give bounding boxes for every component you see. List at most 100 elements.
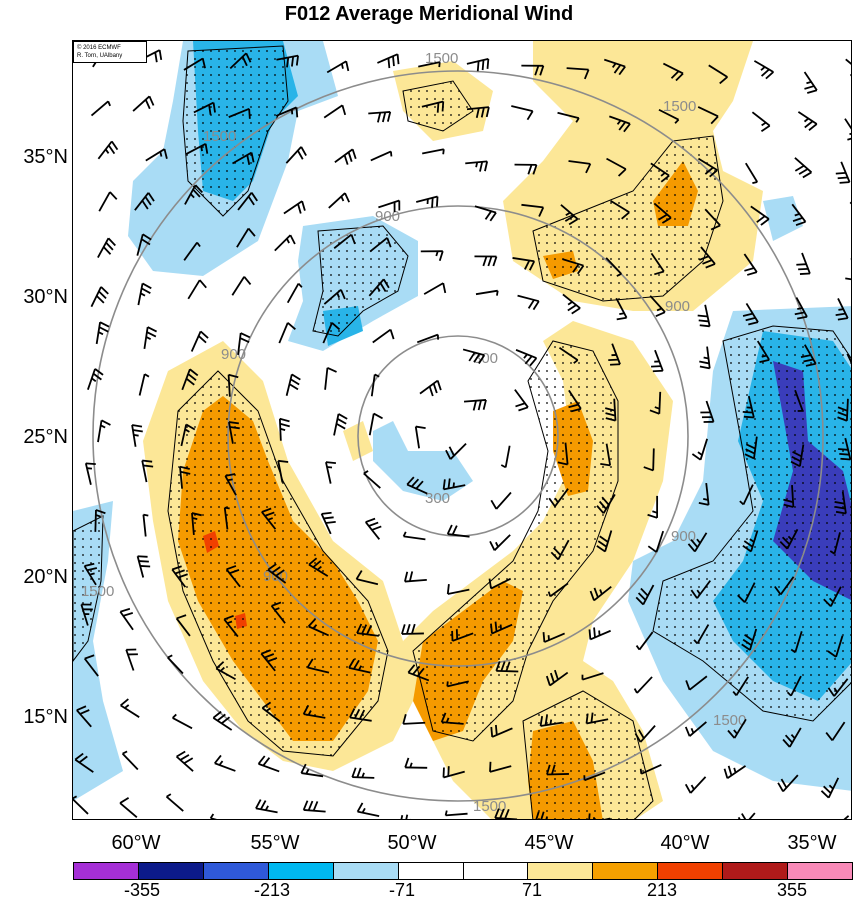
wind-barb-feather: [339, 414, 348, 419]
wind-barb-feather: [698, 452, 702, 455]
wind-barb-feather: [108, 101, 110, 106]
wind-barb-feather: [686, 727, 690, 736]
wind-barb-feather: [490, 762, 491, 772]
wind-barb-feather: [155, 52, 157, 62]
wind-barb-shaft: [798, 112, 816, 124]
wind-barb-feather: [744, 268, 754, 271]
wind-barb-feather: [92, 378, 96, 381]
wind-barb-feather: [215, 755, 221, 763]
colorbar-segment: [334, 863, 399, 879]
colorbar-segment: [528, 863, 593, 879]
wind-barb-feather: [134, 435, 139, 436]
wind-barb-feather: [102, 420, 111, 425]
wind-barb-feather: [704, 358, 709, 359]
wind-barb-feather: [496, 542, 498, 546]
wind-barb-feather: [838, 309, 843, 310]
wind-barb-shaft: [752, 112, 769, 126]
wind-barb-feather: [298, 204, 301, 214]
wind-barb-feather: [296, 107, 297, 117]
wind-barb-feather: [483, 256, 486, 265]
wind-barb-feather: [587, 714, 588, 724]
wind-barb-shaft: [547, 774, 569, 775]
wind-barb-feather: [490, 213, 496, 221]
wind-barb-feather: [372, 526, 381, 529]
wind-barb-feather: [160, 50, 162, 60]
wind-barb-feather: [432, 198, 433, 208]
wind-barb-shaft: [637, 677, 652, 693]
wind-barb-feather: [200, 280, 207, 288]
wind-barb-feather: [145, 374, 149, 377]
wind-barb-feather: [358, 803, 363, 812]
wind-barb-feather: [146, 100, 150, 109]
wind-barb-feather: [700, 366, 710, 368]
wind-barb-shaft: [140, 374, 145, 395]
wind-barb-shaft: [422, 149, 444, 153]
wind-barb-feather: [438, 381, 441, 390]
wind-barb-feather: [352, 768, 355, 777]
wind-barb-shaft: [850, 202, 852, 217]
wind-barb-feather: [201, 331, 208, 338]
lon-label-50w: 50°W: [372, 832, 452, 855]
colorbar-label-5: 213: [622, 880, 702, 901]
wind-barb-shaft: [288, 284, 299, 303]
wind-barb-feather: [104, 247, 111, 254]
wind-barb-feather: [278, 461, 288, 462]
wind-barb-feather: [301, 147, 306, 156]
wind-barb-shaft: [511, 106, 532, 111]
wind-barb-feather: [416, 427, 426, 429]
contour-label: 1500: [663, 98, 696, 115]
wind-barb-feather: [648, 546, 656, 552]
wind-barb-feather: [589, 629, 590, 639]
wind-barb-feather: [292, 57, 293, 67]
wind-barb-feather: [240, 338, 249, 342]
credit-line-2: R. Torn, UAlbany: [77, 52, 143, 60]
wind-barb-feather: [410, 819, 411, 820]
colorbar-segment: [593, 863, 658, 879]
wind-barb-feather: [125, 705, 129, 708]
wind-barb-feather: [483, 60, 484, 70]
wind-barb-feather: [109, 145, 115, 153]
wind-barb-feather: [147, 332, 156, 336]
wind-barb-shaft: [279, 323, 287, 343]
wind-barb-feather: [568, 305, 576, 310]
wind-barb-feather: [653, 371, 663, 372]
colorbar-label-3: -71: [362, 880, 442, 901]
wind-barb-shaft: [173, 718, 192, 728]
colorbar-label-4: 71: [492, 880, 572, 901]
lat-label-30n: 30°N: [4, 286, 68, 309]
wind-barb-feather: [391, 151, 392, 156]
wind-barb-feather: [101, 287, 108, 294]
wind-barb-feather: [572, 308, 580, 313]
wind-barb-feather: [97, 296, 104, 303]
wind-barb-feather: [491, 727, 492, 737]
wind-barb-feather: [762, 356, 767, 357]
lon-label-45w: 45°W: [509, 832, 589, 855]
wind-barb-shaft: [590, 631, 610, 640]
wind-barb-feather: [410, 571, 412, 581]
wind-barb-shaft: [123, 754, 138, 770]
wind-barb-feather: [486, 211, 492, 219]
colorbar-segment: [723, 863, 788, 879]
wind-barb-feather: [177, 752, 186, 757]
wind-barb-feather: [443, 149, 444, 154]
contour-label: 1500: [473, 798, 506, 815]
wind-barb-shaft: [371, 151, 391, 160]
wind-barb-feather: [108, 238, 115, 245]
wind-barb-feather: [446, 811, 447, 816]
map-title: F012 Average Meridional Wind: [0, 0, 858, 28]
wind-barb-feather: [608, 360, 618, 361]
wind-barb-feather: [591, 713, 592, 723]
wind-barb-feather: [443, 283, 445, 293]
wind-barb-shaft: [377, 54, 397, 63]
wind-barb-feather: [180, 755, 189, 760]
wind-barb-shaft: [121, 705, 140, 717]
wind-barb-shaft: [95, 510, 96, 532]
wind-barb-feather: [99, 332, 103, 334]
wind-barb-feather: [619, 313, 624, 314]
wind-barb-feather: [120, 609, 130, 612]
wind-barb-feather: [725, 769, 728, 779]
wind-barb-feather: [490, 541, 494, 550]
wind-barb-feather: [610, 364, 620, 365]
wind-barb-feather: [100, 322, 109, 327]
wind-barb-feather: [806, 82, 811, 83]
